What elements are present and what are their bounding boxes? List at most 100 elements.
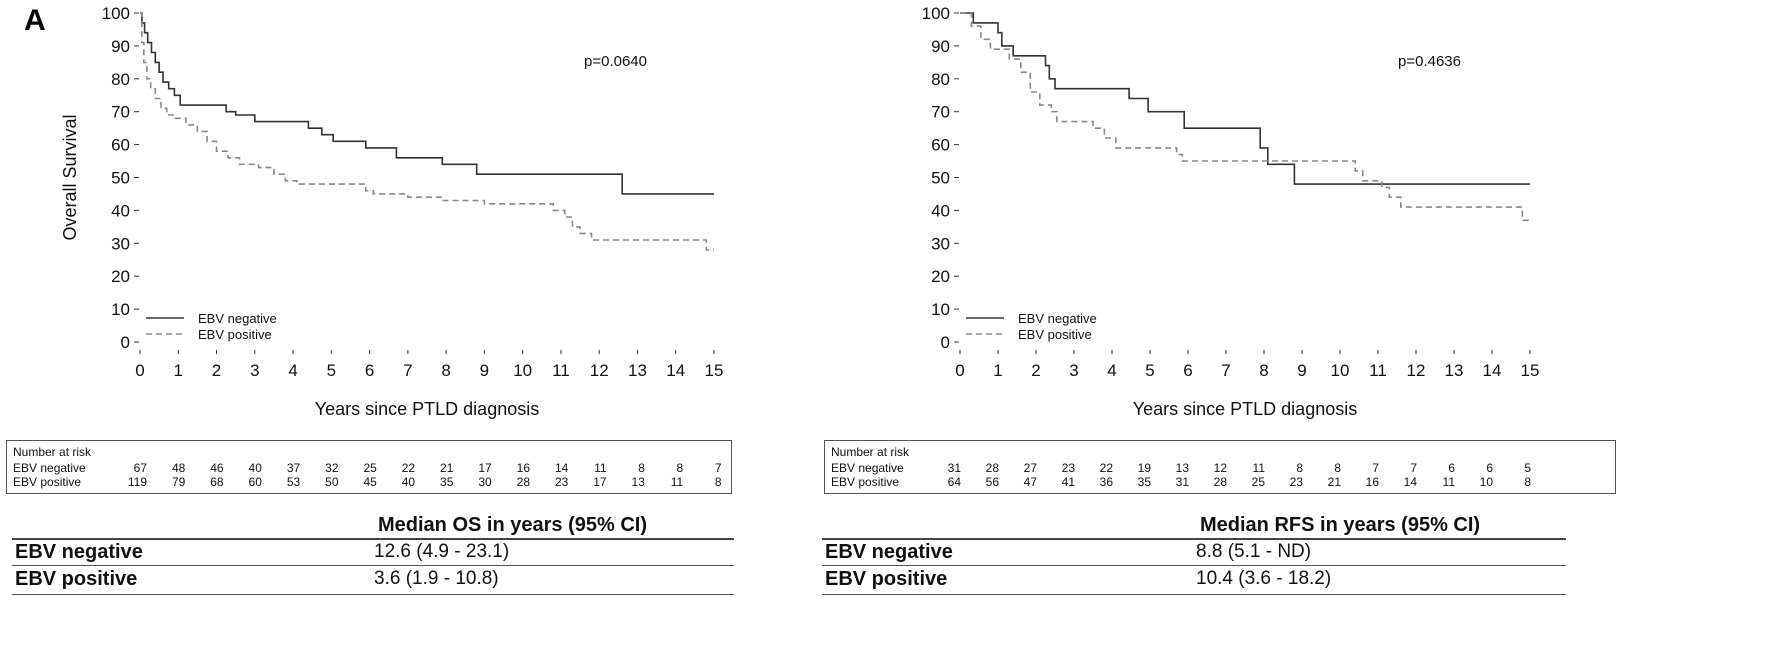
risk-count: 64 [947,475,961,489]
risk-count: 16 [1365,475,1379,489]
risk-count: 8 [714,475,722,489]
median-row: EBV negative 12.6 (4.9 - 23.1) [12,538,734,568]
x-tick-label: 5 [327,361,336,380]
x-tick-label: 9 [1297,361,1306,380]
risk-count: 40 [248,461,262,475]
risk-count: 11 [594,461,607,475]
risk-count: 8 [1296,461,1303,475]
y-tick-label: 80 [931,70,950,89]
risk-count: 21 [1327,475,1341,489]
x-tick-label: 2 [212,361,221,380]
risk-count: 36 [1099,475,1113,489]
risk-count: 13 [1175,461,1189,475]
x-tick-label: 6 [365,361,374,380]
risk-count: 17 [593,475,607,489]
risk-row-label: EBV negative [831,461,904,475]
risk-count: 14 [554,461,569,475]
risk-count: 25 [363,461,377,475]
risk-count: 8 [1524,475,1531,489]
x-axis-label: Years since PTLD diagnosis [1133,399,1357,419]
x-tick-label: 1 [993,361,1002,380]
x-tick-label: 1 [174,361,183,380]
x-tick-label: 12 [1407,361,1426,380]
p-value-annotation: p=0.4636 [1398,53,1461,70]
risk-count: 22 [1099,461,1113,475]
median-row-label: EBV negative [15,541,143,563]
y-tick-label: 10 [111,300,130,319]
median-row-value: 10.4 (3.6 - 18.2) [1196,568,1332,589]
y-tick-label: 30 [931,234,950,253]
risk-count: 40 [401,475,416,489]
median-row: EBV negative 8.8 (5.1 - ND) [822,538,1566,568]
risk-count: 12 [1213,461,1227,475]
median-table-title: Median RFS in years (95% CI) [1200,514,1481,536]
risk-count: 11 [1442,475,1455,489]
risk-count: 68 [210,475,224,489]
risk-table-header: Number at risk [13,445,92,459]
x-tick-label: 9 [480,361,489,380]
x-tick-label: 0 [955,361,964,380]
x-tick-label: 2 [1031,361,1040,380]
risk-row-label: EBV negative [13,461,86,475]
risk-count: 23 [554,475,569,489]
risk-count: 60 [248,475,262,489]
risk-count: 23 [1061,461,1075,475]
panel-a: A 0 10 20 30 40 50 60 70 80 90 100 0 1 2 3 4 5 6 7 8 9 10 11 12 1… [6,4,734,600]
x-tick-label: 11 [552,361,570,380]
x-tick-label: 13 [628,361,647,380]
x-tick-label: 10 [513,361,532,380]
series-line [140,12,714,195]
x-tick-label: 14 [666,361,685,380]
y-tick-label: 0 [121,333,130,352]
y-tick-label: 90 [111,37,130,56]
risk-count: 53 [286,475,301,489]
risk-count: 30 [478,475,492,489]
risk-count: 46 [210,461,224,475]
risk-count: 35 [440,475,454,489]
median-table-a: Median OS in years (95% CI) EBV negative… [12,510,734,600]
x-tick-label: 6 [1183,361,1192,380]
risk-count: 21 [440,461,454,475]
risk-count: 8 [1334,461,1341,475]
risk-table-header: Number at risk [831,445,910,459]
y-tick-label: 70 [111,103,130,122]
x-tick-label: 4 [1107,361,1116,380]
median-row: EBV positive 3.6 (1.9 - 10.8) [12,565,734,595]
risk-count: 28 [985,461,999,475]
y-tick-label: 10 [931,300,950,319]
x-tick-label: 13 [1445,361,1464,380]
median-row: EBV positive 10.4 (3.6 - 18.2) [822,565,1566,595]
risk-count: 16 [516,461,530,475]
divider [822,594,1566,595]
risk-count: 25 [1251,475,1265,489]
legend-label: EBV negative [198,311,277,326]
risk-count: 22 [401,461,416,475]
risk-count: 23 [1289,475,1303,489]
x-tick-label: 10 [1331,361,1350,380]
risk-count: 14 [1403,475,1417,489]
y-tick-label: 50 [111,169,130,188]
risk-count: 11 [1252,461,1265,475]
y-tick-label: 20 [931,267,950,286]
divider [822,565,1566,566]
risk-count: 79 [171,475,186,489]
risk-row-label: EBV positive [13,475,82,489]
y-tick-label: 100 [102,4,130,23]
risk-count: 48 [171,461,186,475]
panel-b: B010203040506070809010001234567891011121… [822,0,1772,669]
risk-count: 119 [127,475,147,489]
risk-count: 32 [325,461,339,475]
legend-label: EBV negative [1018,311,1097,326]
median-row-value: 3.6 (1.9 - 10.8) [374,568,499,589]
divider [822,538,1566,540]
x-tick-label: 0 [135,361,144,380]
risk-count: 28 [1213,475,1227,489]
risk-count: 7 [1372,461,1379,475]
x-tick-label: 14 [1483,361,1502,380]
y-tick-label: 60 [931,136,950,155]
x-tick-label: 8 [1259,361,1268,380]
risk-table-b: Number at risk EBV negative EBV positive… [824,440,1616,494]
median-row-value: 12.6 (4.9 - 23.1) [374,541,510,562]
series-line [140,12,714,251]
